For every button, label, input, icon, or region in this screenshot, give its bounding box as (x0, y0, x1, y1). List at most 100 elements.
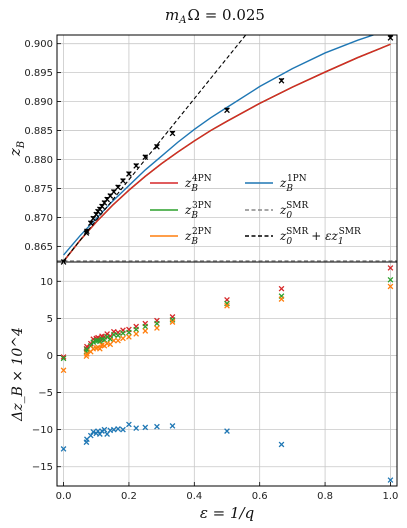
top-ytick-label: 0.885 (24, 126, 53, 137)
bottom-xtick-label: 0.4 (186, 491, 202, 502)
top-ytick-label: 0.890 (24, 97, 53, 108)
top-point-marker (388, 35, 393, 38)
bottom-points (60, 265, 394, 483)
bottom-point-1pn (387, 477, 394, 483)
bottom-point-3pn (126, 329, 132, 336)
top-point-marker (111, 189, 117, 192)
bottom-point-1pn (278, 441, 285, 448)
bottom-point-1pn (87, 432, 94, 439)
bottom-point-3pn (154, 320, 160, 327)
bottom-xtick-label: 0.6 (252, 491, 268, 502)
bottom-point-2pn (84, 351, 90, 357)
top-point-marker (88, 220, 94, 224)
bottom-ytick-label: 5 (47, 314, 53, 325)
bottom-point-1pn (60, 446, 67, 452)
bottom-point-3pn (387, 276, 394, 283)
top-point (87, 220, 94, 227)
legend-label-2pn: zB2PN (184, 227, 212, 247)
bottom-point-3pn (224, 300, 230, 307)
legend-label-3pn: zB3PN (184, 201, 212, 221)
top-legend: zB4PN zB1PN zB3PN z0SMR zB2PN z0SMR + εz1SMR (150, 174, 361, 247)
top-point-marker (142, 154, 148, 158)
bottom-point-4pn (60, 354, 67, 360)
bottom-point-1pn (154, 423, 160, 430)
bottom-point-2pn (387, 283, 394, 290)
bottom-point-1pn (169, 423, 176, 429)
top-point (83, 230, 90, 236)
top-ytick-label: 0.865 (24, 242, 53, 253)
bottom-point-2pn (142, 328, 149, 334)
top-point-marker (120, 178, 126, 181)
top-series (57, 35, 397, 262)
bottom-point-2pn (120, 335, 126, 342)
bottom-point-2pn (126, 334, 132, 340)
bottom-point-2pn (278, 296, 285, 302)
bottom-point-1pn (115, 426, 121, 432)
bottom-ytick-label: −10 (32, 425, 53, 436)
bottom-point-3pn (90, 339, 97, 345)
bottom-point-3pn (60, 355, 67, 362)
top-ytick-label: 0.900 (24, 39, 53, 50)
top-ylabel: zB (6, 141, 27, 157)
bottom-grid (57, 262, 397, 486)
top-panel: 0.865 0.870 0.875 0.880 0.885 0.890 0.895 0.900… (6, 34, 398, 265)
top-ytick-label: 0.875 (24, 184, 53, 195)
bottom-frame (56, 261, 398, 487)
bottom-point-2pn (110, 337, 117, 344)
bottom-point-1pn (90, 428, 97, 435)
top-line-1pn (63, 35, 376, 256)
bottom-xtick-label: 0.2 (121, 491, 137, 502)
bottom-ylabel: Δz_B × 10^4 (10, 327, 26, 422)
top-point (224, 107, 230, 114)
bottom-ytick-label: 0 (47, 351, 53, 362)
bottom-panel: 0.0 0.2 0.4 0.6 0.8 1.0 10 5 0 −5 −10 −15 Δz_B × 10^… (10, 261, 399, 522)
bottom-point-4pn (387, 265, 394, 271)
top-point (90, 215, 97, 222)
top-point (169, 130, 176, 137)
bottom-point-1pn (126, 421, 132, 428)
bottom-xtick-label: 0.0 (56, 491, 72, 502)
top-point-marker (279, 78, 284, 81)
top-ytick-label: 0.895 (24, 68, 53, 79)
legend-label-smr: z0SMR (279, 201, 308, 221)
bottom-point-1pn (224, 428, 230, 434)
top-point-marker (61, 259, 66, 262)
bottom-point-4pn (278, 285, 285, 292)
top-point (120, 178, 126, 184)
top-point-marker (115, 184, 121, 188)
top-grid (57, 35, 397, 262)
bottom-ytick-label: −5 (38, 388, 53, 399)
legend-label-4pn: zB4PN (184, 174, 212, 194)
top-points (60, 35, 394, 265)
top-point (126, 171, 132, 177)
top-point-marker (84, 228, 90, 232)
top-point (84, 228, 90, 235)
top-point-marker (154, 144, 160, 147)
bottom-point-3pn (133, 326, 140, 333)
bottom-xtick-label: 0.8 (317, 491, 333, 502)
bottom-point-2pn (96, 345, 103, 352)
legend-label-smr1: z0SMR + εz1SMR (279, 227, 361, 247)
bottom-ytick-label: −15 (32, 462, 53, 473)
top-line-4pn (62, 43, 391, 262)
bottom-xlabel: ε = 1/q (200, 504, 254, 522)
bottom-point-2pn (154, 325, 160, 331)
bottom-point-1pn (142, 424, 149, 431)
bottom-point-3pn (107, 336, 114, 342)
bottom-xtick-label: 1.0 (383, 491, 399, 502)
bottom-point-2pn (115, 337, 121, 344)
bottom-point-1pn (120, 426, 126, 433)
top-ytick-label: 0.870 (24, 213, 53, 224)
bottom-point-1pn (101, 426, 108, 433)
bottom-point-3pn (142, 323, 149, 330)
legend-label-1pn: zB1PN (279, 174, 307, 194)
top-point-marker (224, 107, 230, 111)
bottom-point-3pn (110, 331, 117, 338)
bottom-point-3pn (115, 332, 121, 339)
bottom-point-2pn (60, 367, 67, 374)
bottom-point-3pn (169, 316, 176, 323)
bottom-point-2pn (133, 331, 140, 337)
bottom-point-1pn (133, 425, 140, 432)
bottom-point-3pn (120, 330, 126, 337)
